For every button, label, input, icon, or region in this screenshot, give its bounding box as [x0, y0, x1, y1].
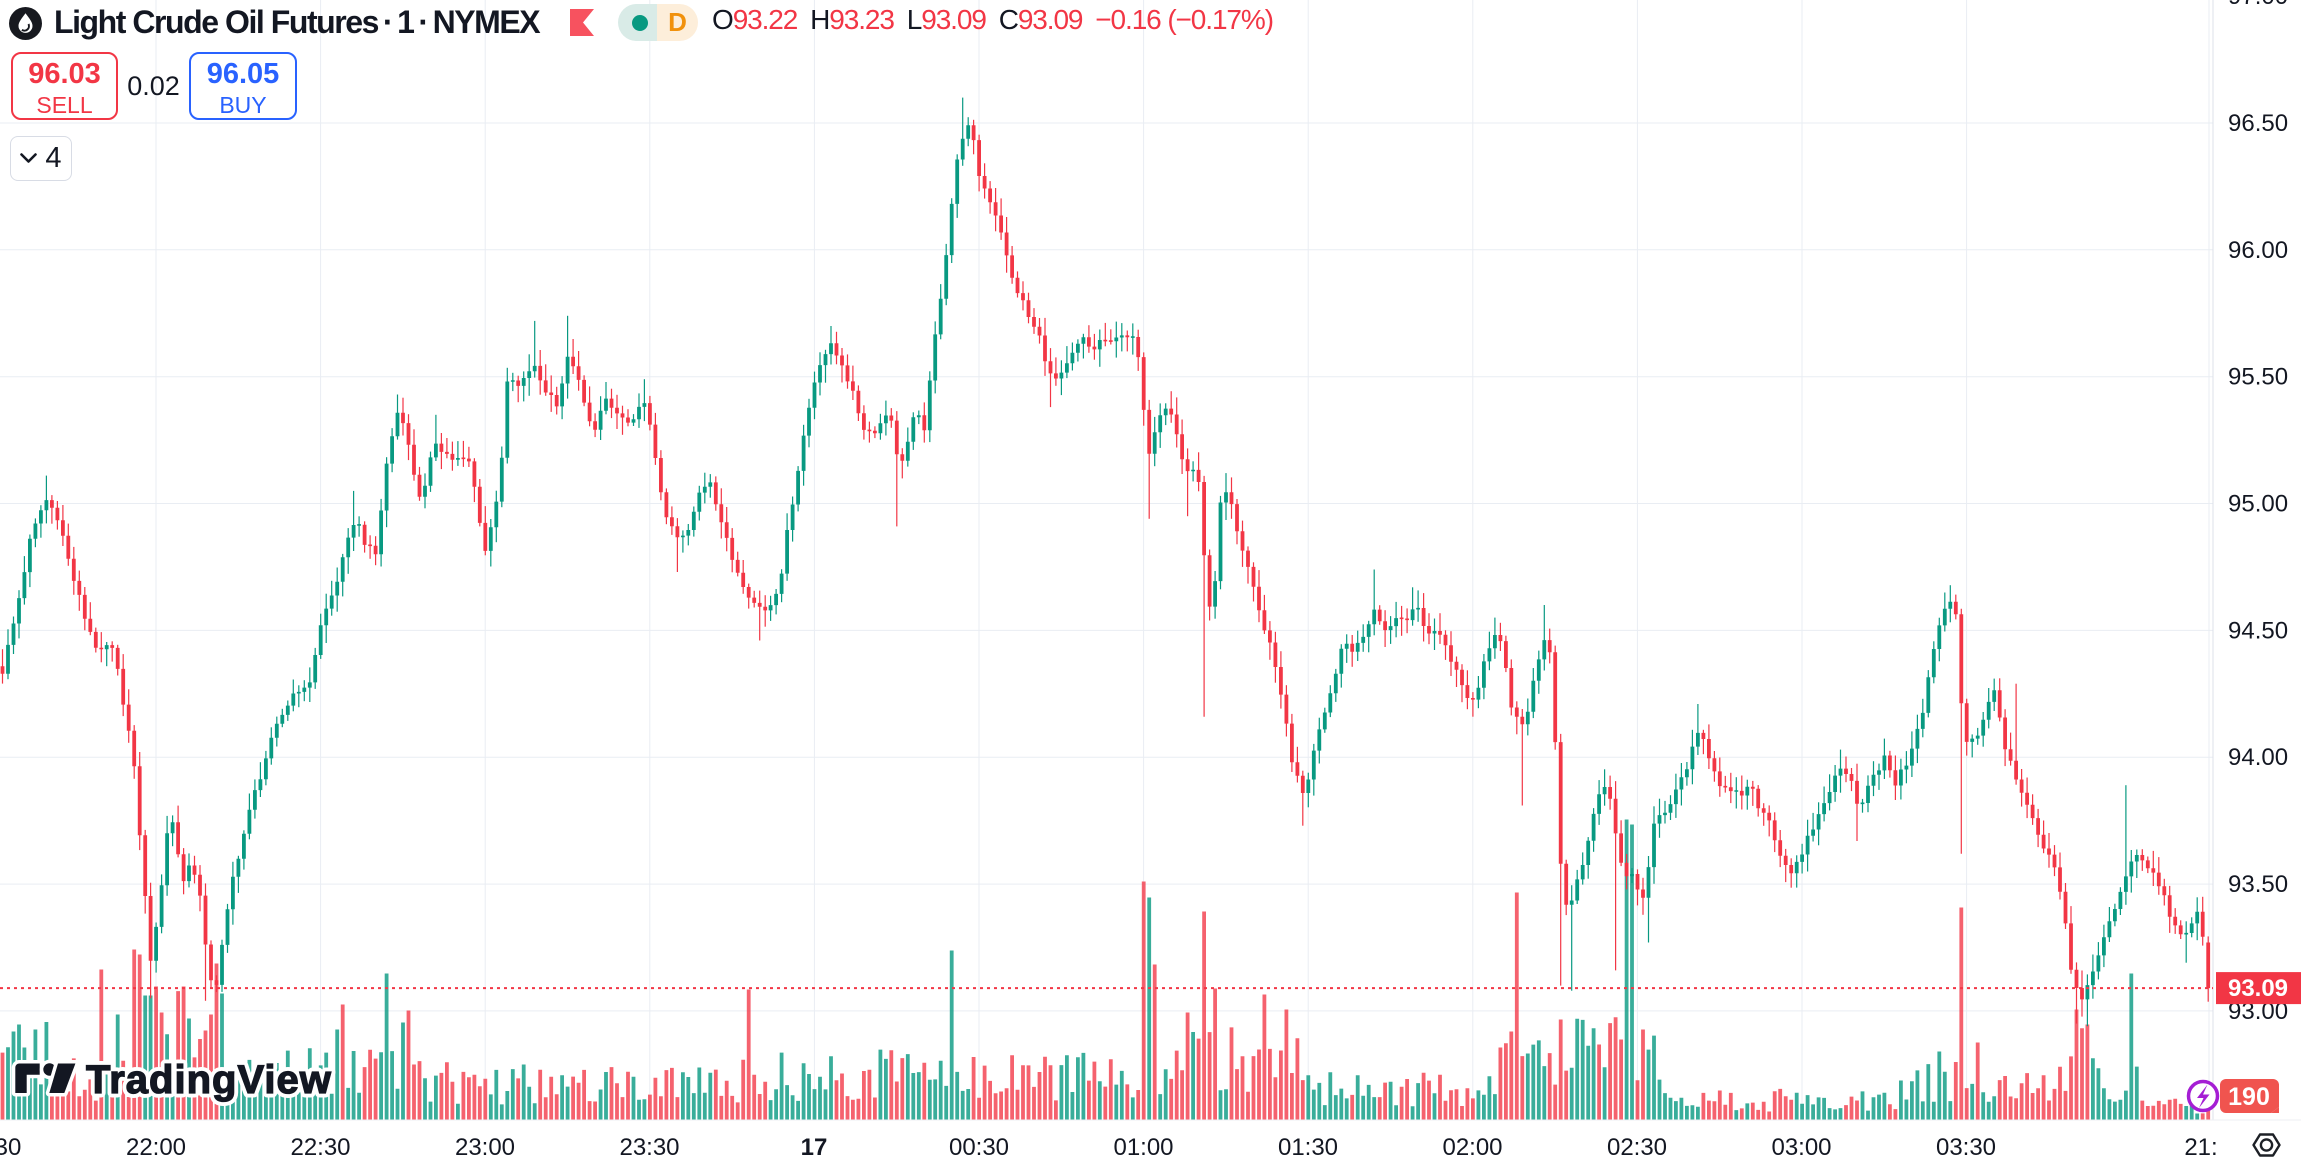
svg-text:22:00: 22:00 — [126, 1134, 186, 1161]
svg-text:190: 190 — [2228, 1083, 2270, 1111]
svg-text:93.09: 93.09 — [2228, 975, 2288, 1002]
svg-text:21:: 21: — [2184, 1134, 2217, 1161]
svg-text:01:00: 01:00 — [1113, 1134, 1173, 1161]
svg-text:01:30: 01:30 — [1278, 1134, 1338, 1161]
svg-text:93.50: 93.50 — [2228, 871, 2288, 898]
svg-text:TradingView: TradingView — [86, 1058, 332, 1102]
svg-text:95.50: 95.50 — [2228, 364, 2288, 391]
svg-text:96.50: 96.50 — [2228, 110, 2288, 137]
svg-text:02:30: 02:30 — [1607, 1134, 1667, 1161]
svg-text:23:30: 23:30 — [619, 1134, 679, 1161]
svg-text:17: 17 — [801, 1134, 828, 1161]
svg-text:97.00: 97.00 — [2228, 0, 2288, 10]
svg-text:94.00: 94.00 — [2228, 744, 2288, 771]
svg-text:95.00: 95.00 — [2228, 491, 2288, 518]
svg-text:00:30: 00:30 — [949, 1134, 1009, 1161]
svg-text:30: 30 — [0, 1134, 21, 1161]
svg-text:03:00: 03:00 — [1771, 1134, 1831, 1161]
svg-text:94.50: 94.50 — [2228, 617, 2288, 644]
svg-text:02:00: 02:00 — [1442, 1134, 1502, 1161]
svg-text:TradingView: TradingView — [86, 1058, 332, 1102]
svg-text:22:30: 22:30 — [290, 1134, 350, 1161]
svg-text:23:00: 23:00 — [455, 1134, 515, 1161]
svg-text:03:30: 03:30 — [1936, 1134, 1996, 1161]
svg-text:96.00: 96.00 — [2228, 237, 2288, 264]
